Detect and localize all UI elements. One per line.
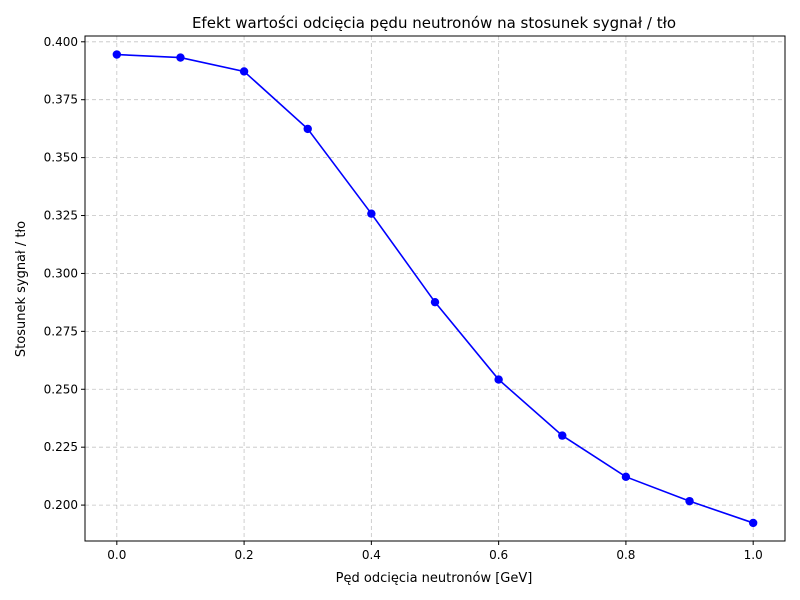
x-tick-label: 0.0 xyxy=(107,548,126,562)
y-tick-label: 0.250 xyxy=(44,382,78,396)
y-tick-label: 0.300 xyxy=(44,266,78,280)
data-point xyxy=(494,375,503,384)
x-axis-label: Pęd odcięcia neutronów [GeV] xyxy=(336,571,533,586)
x-tick-label: 1.0 xyxy=(744,548,763,562)
data-point xyxy=(367,209,376,218)
data-point xyxy=(685,496,694,506)
y-axis-label: Stosunek sygnał / tło xyxy=(14,221,29,357)
series-layer xyxy=(112,50,758,528)
y-tick-label: 0.375 xyxy=(44,93,78,107)
data-point xyxy=(430,297,440,307)
chart-title: Efekt wartości odcięcia pędu neutronów n… xyxy=(192,14,676,32)
data-point xyxy=(239,67,249,76)
data-point xyxy=(176,53,185,62)
y-tick-label: 0.200 xyxy=(44,498,78,512)
data-point xyxy=(112,50,122,59)
y-tick-label: 0.325 xyxy=(44,209,78,223)
grid xyxy=(85,36,785,541)
x-tick-label: 0.4 xyxy=(362,548,381,562)
plot-frame xyxy=(84,35,786,542)
data-point xyxy=(558,431,567,440)
data-point xyxy=(748,518,758,528)
x-tick-label: 0.6 xyxy=(489,548,508,562)
x-tick-label: 0.2 xyxy=(235,548,254,562)
y-tick-label: 0.350 xyxy=(44,151,78,165)
axes: 0.0 0.2 0.4 0.6 0.8 1.0 0.200 0.225 0.250 0.275 0.… xyxy=(44,35,786,562)
y-tick-label: 0.225 xyxy=(44,440,78,454)
series-line xyxy=(116,53,754,524)
data-point xyxy=(621,472,631,482)
y-tick-label: 0.400 xyxy=(44,35,78,49)
x-tick-label: 0.8 xyxy=(616,548,635,562)
y-tick-label: 0.275 xyxy=(44,324,78,338)
data-point xyxy=(303,124,312,134)
